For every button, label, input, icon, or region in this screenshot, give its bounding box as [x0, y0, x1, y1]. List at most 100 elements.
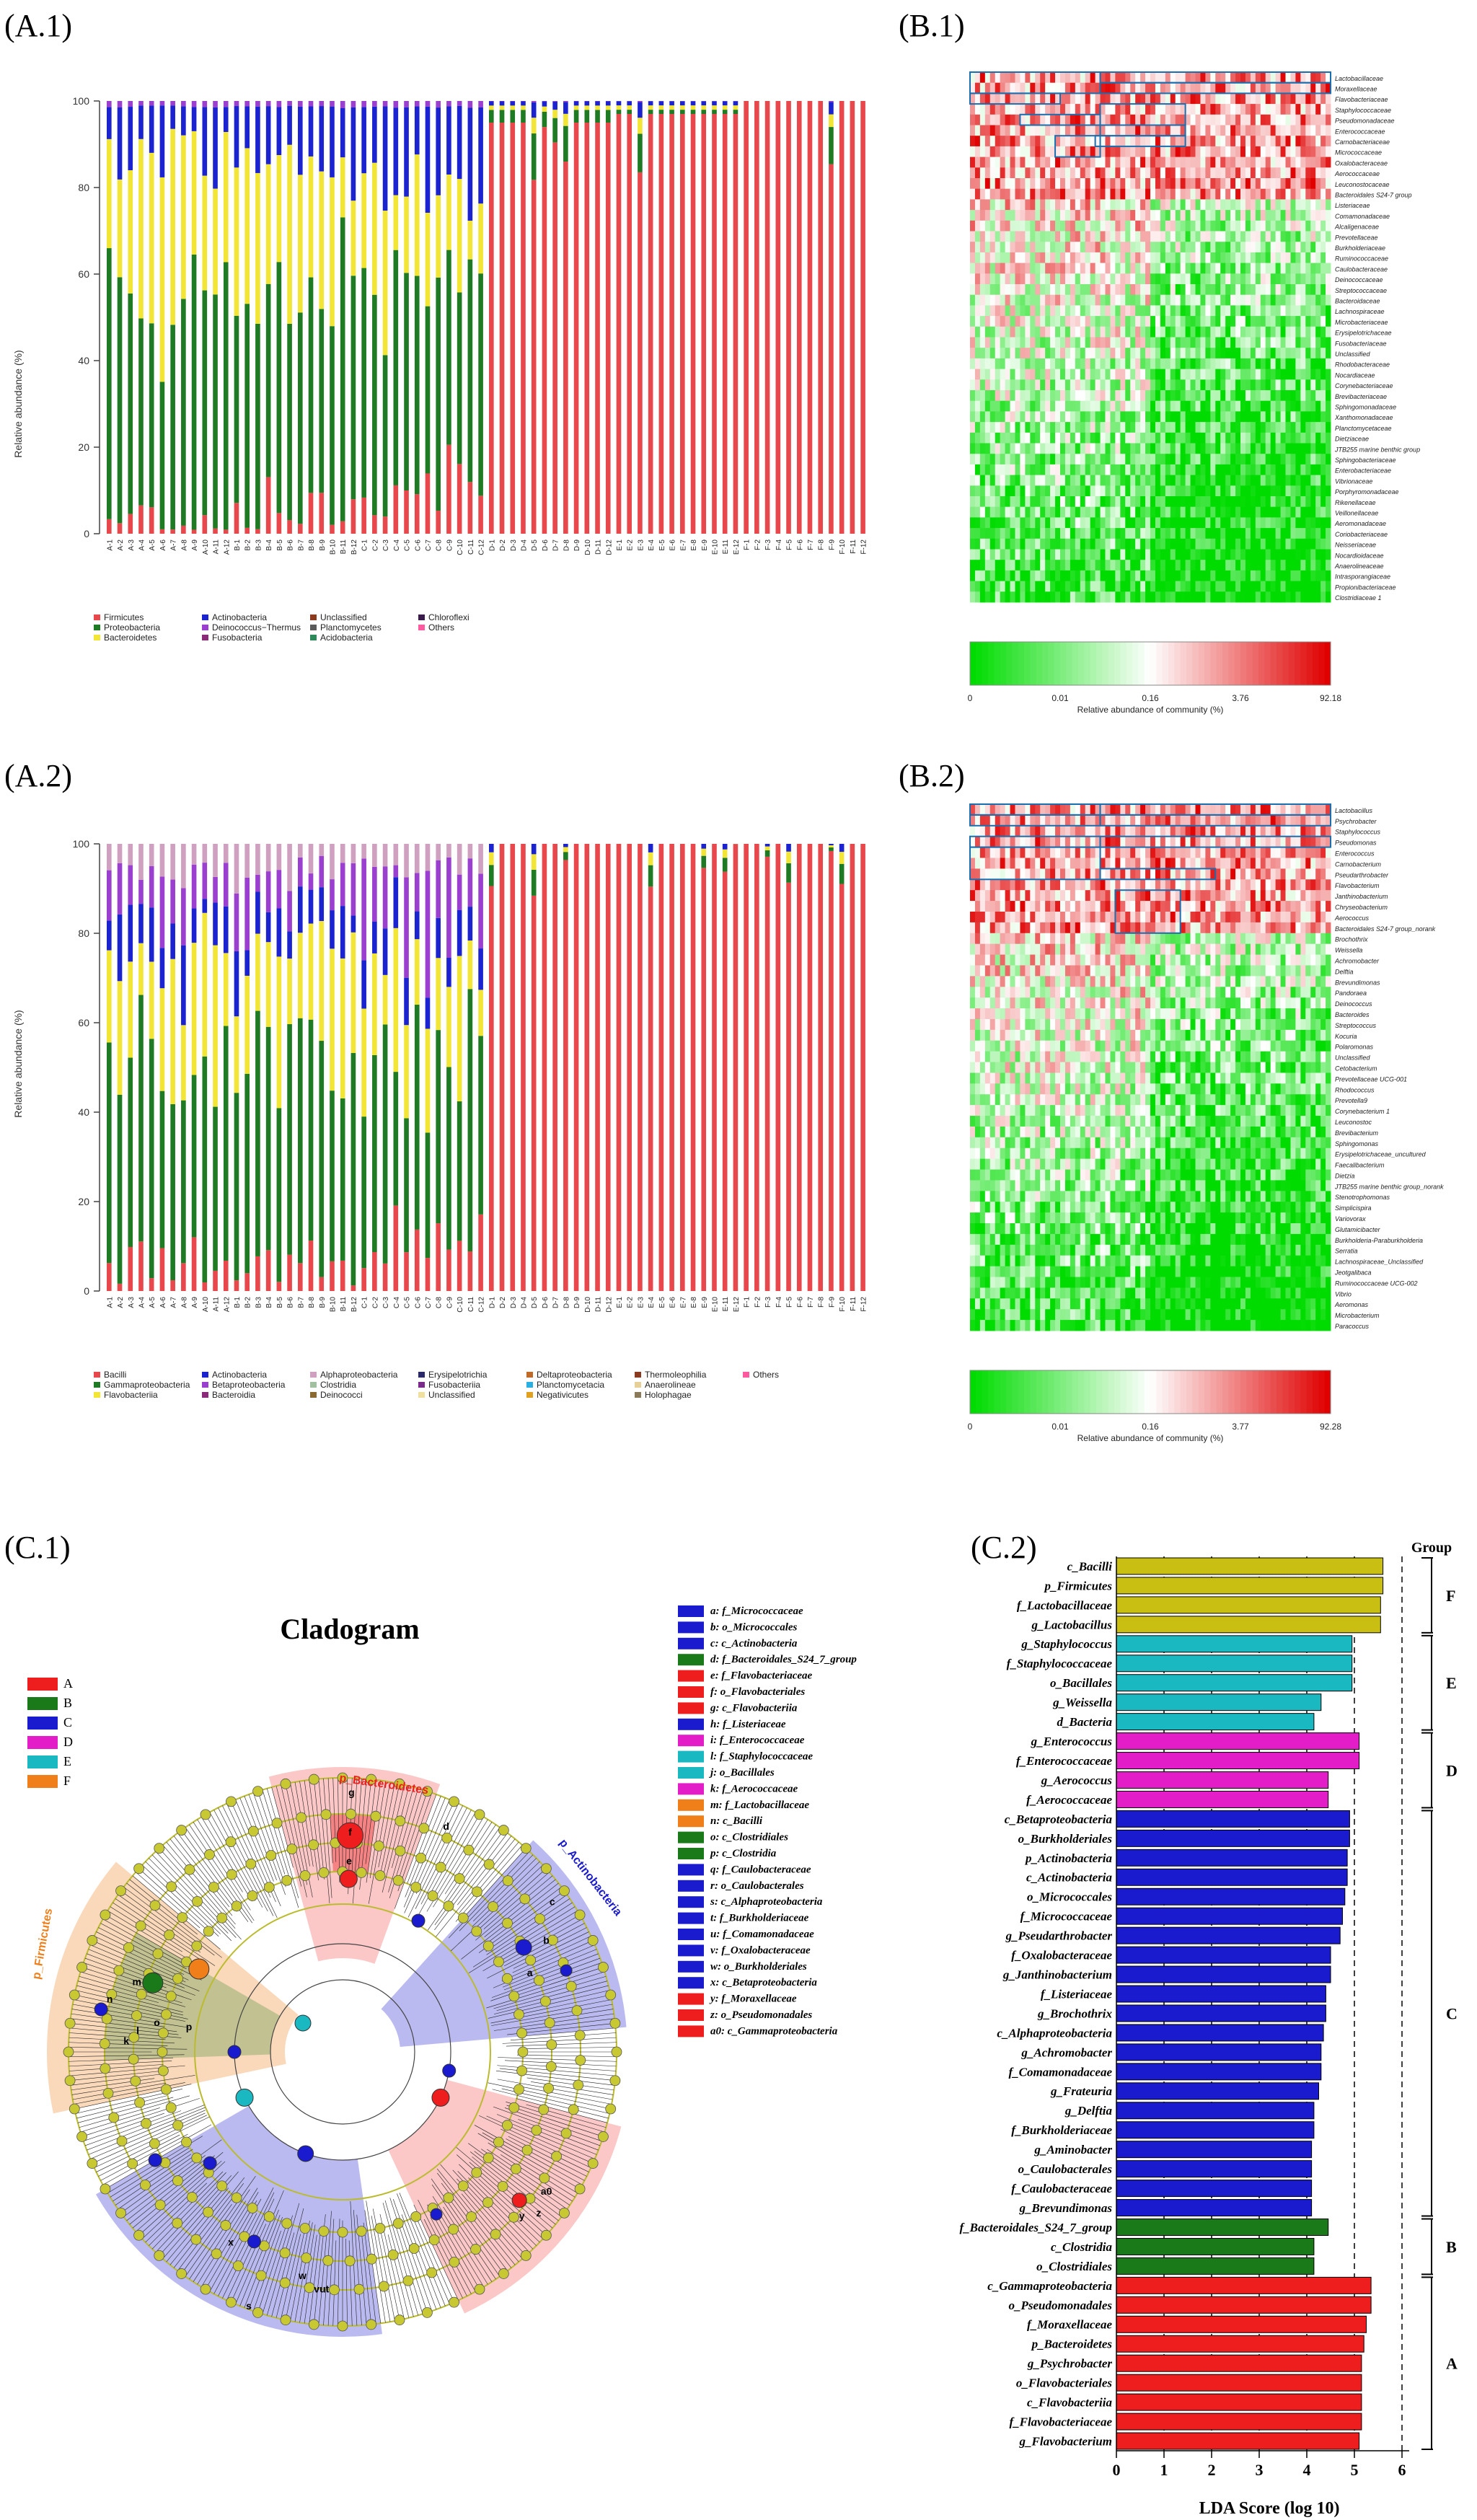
heatmap-cell — [1110, 252, 1116, 263]
heatmap-cell — [1015, 348, 1020, 359]
heatmap-cell — [974, 316, 981, 327]
heatmap-cell — [1310, 125, 1316, 136]
heatmap-cell — [1225, 146, 1231, 157]
heatmap-cell — [1185, 252, 1191, 263]
heatmap-cell — [1160, 804, 1166, 816]
heatmap-cell — [1175, 273, 1181, 285]
heatmap-cell — [995, 326, 1001, 338]
bar-segment — [330, 177, 335, 327]
heatmap-cell — [1326, 326, 1331, 338]
x-tick-label: A-7 — [170, 539, 178, 551]
heatmap-cell — [1165, 390, 1171, 402]
heatmap-cell — [1210, 560, 1216, 571]
heatmap-cell — [1326, 591, 1331, 603]
heatmap-cell — [1025, 146, 1031, 157]
heatmap-cell — [989, 146, 996, 157]
heatmap-cell — [1110, 400, 1116, 412]
heatmap-cell — [984, 517, 991, 529]
legend-entry: Thermoleophilia — [645, 1370, 707, 1380]
x-tick-label: A-10 — [202, 539, 210, 555]
color-scale-band — [976, 642, 983, 685]
heatmap-cell — [1295, 146, 1301, 157]
heatmap-cell — [1275, 358, 1281, 369]
heatmap-cell — [1250, 263, 1256, 274]
heatmap-cell — [1150, 125, 1156, 136]
heatmap-cell — [1045, 560, 1051, 571]
heatmap-cell — [979, 242, 986, 253]
bar-segment — [414, 873, 420, 912]
bar-segment — [446, 444, 451, 534]
heatmap-cell — [1290, 411, 1296, 423]
bar-segment — [404, 877, 409, 978]
heatmap-cell — [1250, 369, 1256, 380]
heatmap-cell — [1155, 517, 1161, 529]
heatmap-cell — [995, 252, 1001, 263]
heatmap-cell — [1045, 581, 1051, 592]
heatmap-cell — [1080, 136, 1086, 147]
heatmap-cell — [1075, 454, 1081, 465]
heatmap-cell — [970, 538, 976, 550]
heatmap-cell — [1205, 485, 1211, 497]
heatmap-row-label: Microbacteriaceae — [1335, 319, 1388, 326]
heatmap-cell — [970, 506, 976, 518]
heatmap-cell — [989, 432, 996, 444]
heatmap-cell — [1275, 188, 1281, 200]
heatmap-cell — [1025, 528, 1031, 539]
legend-entry: Planctomycetacia — [537, 1380, 604, 1390]
heatmap-cell — [1175, 136, 1181, 147]
heatmap-cell — [1220, 369, 1226, 380]
heatmap-cell — [1055, 252, 1061, 263]
heatmap-cell — [1060, 220, 1066, 232]
heatmap-cell — [1195, 454, 1201, 465]
heatmap-cell — [1175, 146, 1181, 157]
color-scale-band — [1246, 642, 1253, 685]
heatmap-cell — [974, 814, 981, 827]
heatmap-cell — [1215, 326, 1221, 338]
heatmap-cell — [1240, 432, 1246, 444]
heatmap-cell — [1310, 549, 1316, 560]
heatmap-cell — [1030, 284, 1036, 296]
heatmap-cell — [1195, 390, 1201, 402]
heatmap-cell — [1090, 358, 1096, 369]
heatmap-cell — [1090, 294, 1096, 306]
heatmap-cell — [1085, 506, 1091, 518]
heatmap-cell — [1210, 326, 1216, 338]
heatmap-cell — [1190, 411, 1196, 423]
heatmap-cell — [1250, 125, 1256, 136]
heatmap-cell — [1315, 178, 1321, 190]
x-tick-label: D-5 — [531, 539, 539, 552]
heatmap-cell — [1275, 178, 1281, 190]
heatmap-cell — [1215, 836, 1221, 847]
heatmap-cell — [1080, 263, 1086, 274]
heatmap-cell — [1135, 294, 1141, 306]
heatmap-row-label: Dietziaceae — [1335, 436, 1369, 443]
heatmap-cell — [1195, 114, 1201, 125]
heatmap-cell — [1165, 475, 1171, 486]
heatmap-cell — [1095, 400, 1101, 412]
heatmap-cell — [1145, 114, 1151, 125]
heatmap-cell — [984, 411, 991, 423]
heatmap-cell — [1315, 188, 1321, 200]
heatmap-cell — [1105, 114, 1111, 125]
heatmap-cell — [1035, 146, 1041, 157]
heatmap-cell — [984, 178, 991, 190]
heatmap-cell — [1175, 581, 1181, 592]
heatmap-cell — [1070, 549, 1076, 560]
bar-segment — [319, 1041, 325, 1277]
heatmap-cell — [1190, 836, 1196, 847]
heatmap-cell — [1270, 146, 1277, 157]
heatmap-cell — [1105, 814, 1111, 827]
heatmap-cell — [1270, 454, 1277, 465]
color-scale-band — [1030, 642, 1037, 685]
heatmap-cell — [1240, 814, 1246, 827]
heatmap-cell — [1095, 836, 1101, 847]
heatmap-cell — [1240, 581, 1246, 592]
heatmap-cell — [1180, 464, 1186, 475]
heatmap-cell — [1305, 210, 1311, 221]
heatmap-cell — [1130, 220, 1136, 232]
heatmap-cell — [1315, 72, 1321, 84]
heatmap-cell — [1140, 528, 1146, 539]
heatmap-cell — [1045, 157, 1051, 168]
heatmap-cell — [1200, 411, 1206, 423]
